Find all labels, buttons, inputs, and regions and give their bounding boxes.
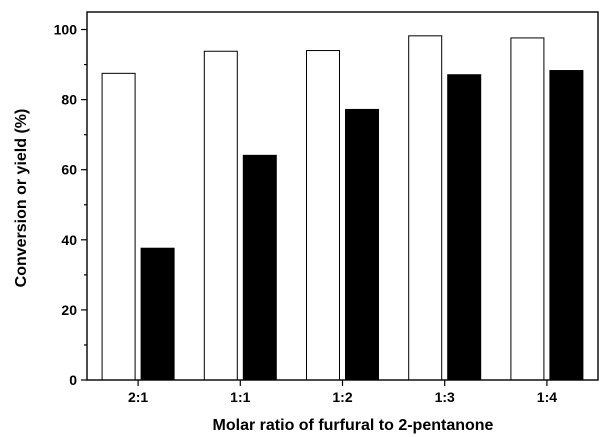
x-tick-label: 1:4: [537, 389, 557, 405]
y-tick-label: 100: [54, 22, 78, 38]
x-tick-label: 2:1: [128, 389, 148, 405]
x-axis-label: Molar ratio of furfural to 2-pentanone: [213, 417, 494, 434]
y-tick-label: 0: [69, 372, 77, 388]
bar-series-2-2-1: [140, 247, 175, 381]
bar-series-2-1-2: [345, 108, 379, 381]
plot-area: 2:1 1:1 1:2 1:3 1:4 0 20 40 60 80 100: [54, 11, 599, 405]
y-tick-label: 60: [61, 162, 77, 178]
bar-series-1-1-3: [408, 35, 443, 381]
x-tick-label: 1:3: [435, 389, 455, 405]
y-tick-label: 20: [61, 302, 77, 318]
bar-series-1-2-1: [101, 72, 136, 381]
plot-frame: [86, 11, 599, 381]
bar-series-1-1-1: [203, 50, 238, 381]
y-tick-label: 80: [61, 92, 77, 108]
y-axis-label: Conversion or yield (%): [13, 109, 30, 288]
bar-series-2-1-3: [447, 74, 482, 381]
x-tick-label: 1:2: [332, 389, 352, 405]
bar-series-2-1-1: [242, 154, 277, 381]
bar-series-1-1-4: [510, 37, 545, 381]
x-tick-label: 1:1: [230, 389, 250, 405]
bar-series-1-1-2: [306, 50, 340, 381]
bar-series-2-1-4: [549, 70, 584, 381]
y-tick-label: 40: [61, 232, 77, 248]
